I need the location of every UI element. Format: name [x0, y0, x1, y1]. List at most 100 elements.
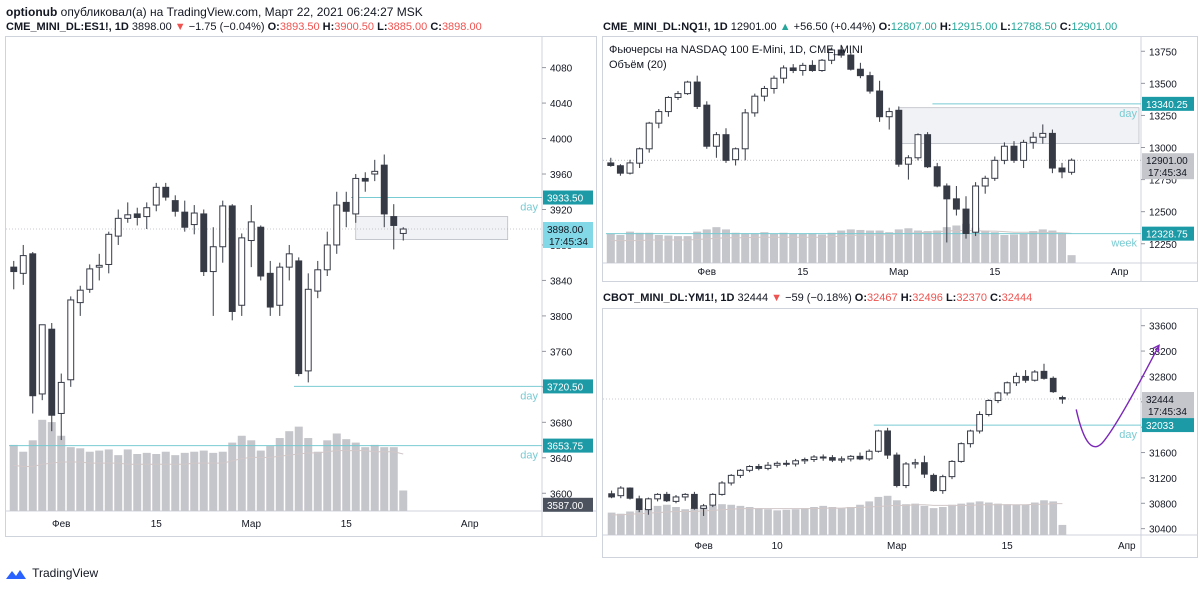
volume-bar — [285, 431, 294, 511]
candle-body — [76, 289, 84, 304]
countdown-timer: 17:45:34 — [1148, 168, 1187, 179]
es-low-label: L: — [377, 21, 388, 33]
volume-bar — [754, 508, 763, 535]
candle-body — [86, 268, 94, 290]
volume-bar — [1029, 231, 1038, 263]
candle — [808, 60, 816, 72]
candle — [828, 47, 836, 65]
x-tick-label: 15 — [341, 519, 353, 530]
candle — [780, 65, 788, 84]
tradingview-footer[interactable]: TradingView — [6, 566, 98, 580]
candle — [654, 493, 661, 502]
volume-bar — [161, 451, 170, 511]
ym-candlestick-chart[interactable]: 3040030800312003160032000324003280033200… — [603, 309, 1197, 557]
candle-body — [1029, 136, 1037, 143]
es-candlestick-chart[interactable]: 3600364036803720376038003840388039203960… — [6, 37, 596, 536]
y-tick-label: 13500 — [1149, 79, 1177, 90]
x-tick-label: Мар — [241, 519, 261, 530]
candle-body — [1039, 132, 1047, 138]
candle-body — [722, 134, 730, 161]
level-timeframe-label: day — [520, 450, 538, 462]
candle — [856, 62, 864, 79]
candle — [875, 429, 882, 453]
candle — [323, 231, 331, 276]
ym-chart-panel[interactable]: 3040030800312003160032000324003280033200… — [602, 308, 1198, 558]
volume-bar — [938, 507, 947, 535]
candle-body — [626, 162, 634, 174]
candle-body — [654, 493, 661, 500]
publication-header: optionub опубликовал(а) на TradingView.c… — [6, 5, 423, 19]
candle — [712, 132, 720, 158]
level-price-label-text: 32033 — [1146, 421, 1174, 432]
candle-body — [608, 493, 615, 498]
candle-body — [764, 464, 772, 469]
candle-body — [789, 67, 797, 72]
volume-bar — [351, 442, 360, 511]
nq-last-price: 12901.00 — [730, 21, 777, 33]
volume-bar — [142, 452, 151, 511]
candle-body — [663, 493, 671, 502]
nq-symbol[interactable]: CME_MINI_DL:NQ1!, 1D — [603, 21, 728, 33]
candle — [741, 109, 749, 161]
volume-bar — [114, 455, 123, 511]
candle-body — [948, 460, 956, 478]
ym-change: −59 (−0.18%) — [785, 292, 852, 304]
volume-bar — [1067, 255, 1076, 263]
volume-bar — [885, 232, 894, 263]
candle — [991, 156, 999, 181]
candle — [972, 182, 980, 237]
candle — [933, 162, 941, 188]
candle-body — [856, 68, 864, 77]
level-price-label-text: 3720.50 — [547, 382, 584, 393]
candle — [352, 174, 360, 223]
y-tick-label: 3680 — [550, 418, 573, 429]
volume-bar — [626, 511, 634, 535]
ym-symbol[interactable]: CBOT_MINI_DL:YM1!, 1D — [603, 292, 735, 304]
candle-body — [801, 459, 809, 462]
candle-body — [943, 185, 951, 200]
price-axis-label: 3587.00 — [543, 497, 593, 512]
nq-chart-panel[interactable]: 12250 12500 12750 13000 13250 13500 13750 Фев 15… — [602, 36, 1198, 282]
volume-bar — [673, 236, 683, 263]
candle — [693, 75, 701, 110]
level-timeframe-label: week — [1110, 238, 1137, 250]
nq-candlestick-chart[interactable]: 12250 12500 12750 13000 13250 13500 13750 Фев 15… — [603, 37, 1197, 281]
candle — [962, 196, 970, 239]
candle-body — [837, 49, 845, 56]
candle — [247, 205, 255, 268]
es-chart-panel[interactable]: 3600364036803720376038003840388039203960… — [5, 36, 597, 537]
level-price-label: 32033 — [1142, 418, 1194, 433]
candle — [819, 454, 827, 461]
volume-bar — [913, 230, 923, 263]
volume-bar — [708, 505, 717, 535]
y-tick-label: 13250 — [1149, 111, 1177, 122]
y-tick-label: 30800 — [1149, 499, 1177, 510]
candle-body — [884, 430, 891, 456]
author-name[interactable]: optionub — [6, 5, 58, 19]
candle — [1058, 162, 1066, 179]
volume-bar — [948, 504, 956, 535]
tradingview-brand: TradingView — [32, 566, 99, 580]
level-price-label: 13340.25 — [1142, 96, 1194, 111]
x-tick-label: Фев — [694, 541, 712, 552]
y-tick-label: 3600 — [550, 489, 573, 500]
x-tick-label: Апр — [1111, 267, 1129, 278]
candle — [1003, 381, 1011, 396]
y-tick-label: 3960 — [550, 170, 573, 181]
volume-ma-line — [13, 450, 404, 468]
candle — [114, 209, 122, 245]
candle — [238, 233, 246, 316]
candle — [760, 85, 768, 102]
candle — [792, 458, 799, 467]
volume-bar — [920, 505, 929, 535]
candle-body — [617, 487, 625, 497]
y-tick-label: 30400 — [1149, 525, 1177, 536]
candle — [727, 474, 735, 486]
ym-close-label: C: — [990, 292, 1002, 304]
candle-body — [143, 207, 151, 218]
level-price-label-bg — [1142, 226, 1194, 241]
volume-bar — [1038, 229, 1047, 263]
y-tick-label: 31200 — [1149, 474, 1177, 485]
publication-info: опубликовал(а) на TradingView.com, Март … — [60, 5, 423, 19]
es-symbol[interactable]: CME_MINI_DL:ES1!, 1D — [6, 21, 129, 33]
